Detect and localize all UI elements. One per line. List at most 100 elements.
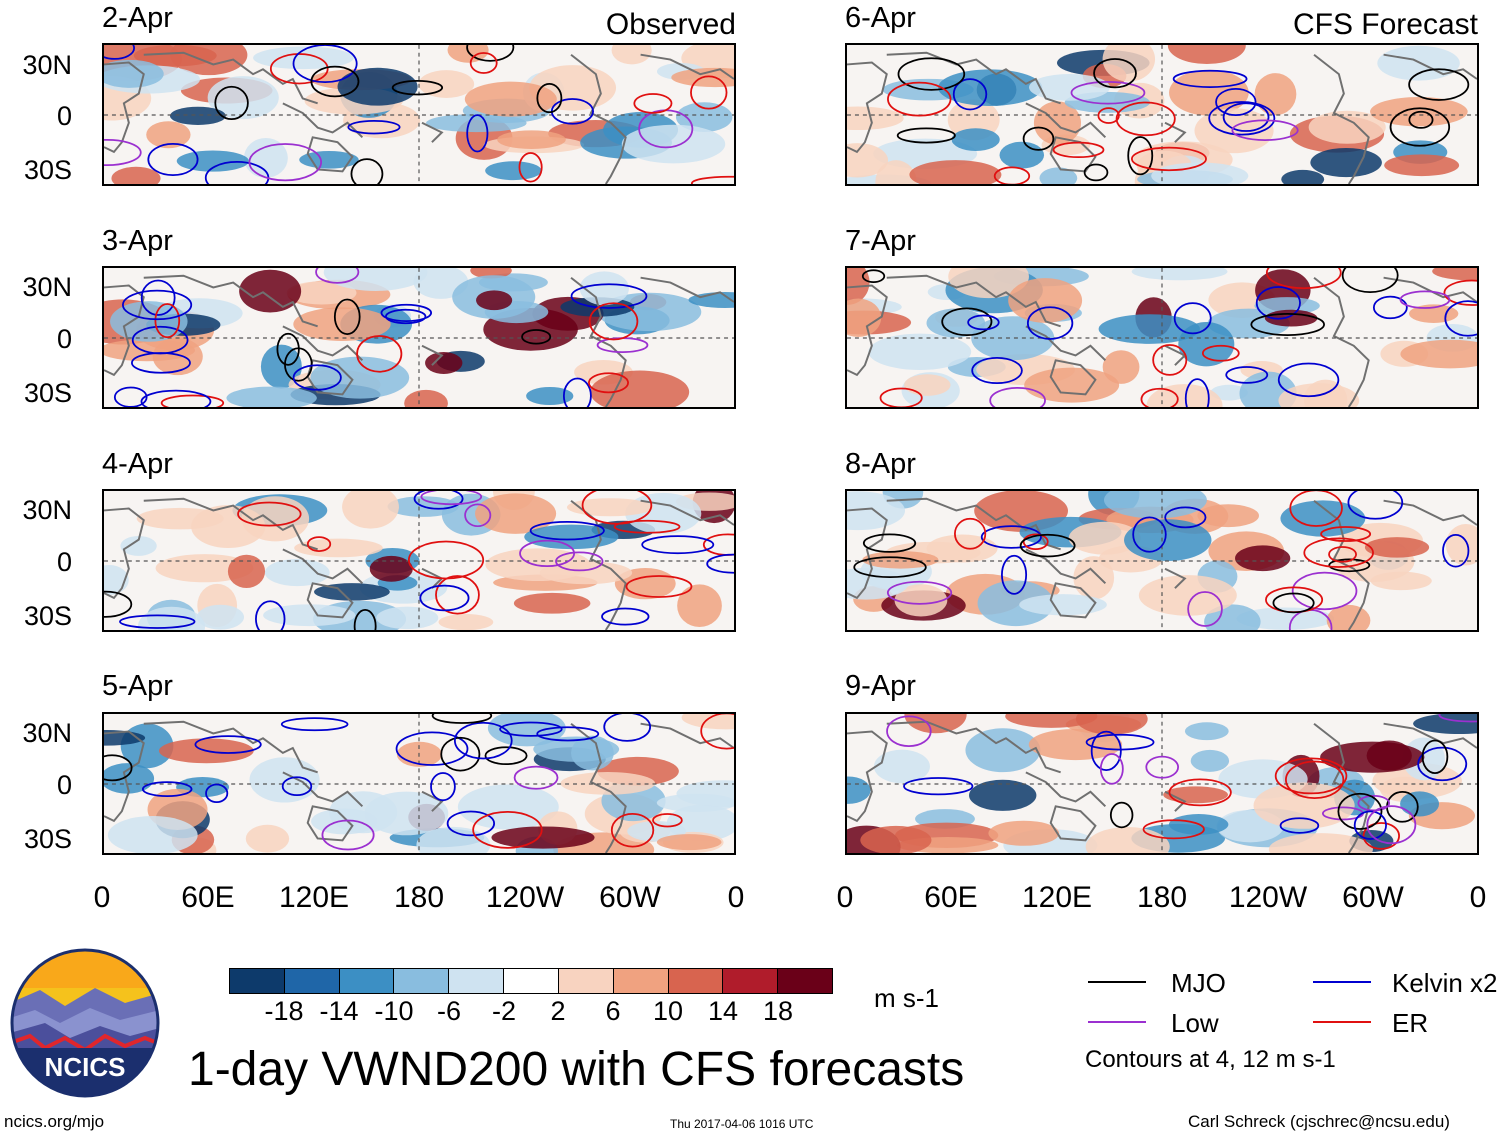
lon-label: 180 [1136, 881, 1188, 914]
wave-contour [453, 721, 513, 760]
coastline [421, 121, 444, 143]
anomaly-blob [104, 730, 146, 746]
coastline [1049, 805, 1097, 842]
legend-label-er: ER [1392, 1008, 1429, 1038]
wave-contour [464, 503, 492, 528]
colorbar-swatch [284, 969, 340, 993]
anomaly-blob [249, 757, 320, 803]
anomaly-blob [107, 815, 198, 853]
anomaly-blob [1384, 154, 1460, 177]
anomaly-blob [1236, 607, 1335, 630]
anomaly-blob [464, 81, 557, 117]
anomaly-blob [1019, 594, 1107, 616]
wave-contour [154, 303, 181, 339]
panel-date-label: 9-Apr [845, 670, 916, 702]
wave-contour [1099, 753, 1124, 785]
anomaly-blob [676, 780, 734, 808]
wave-contour [1115, 101, 1176, 137]
lon-label: 120E [278, 881, 350, 914]
lat-label: 30S [23, 378, 72, 408]
anomaly-blob [337, 67, 418, 106]
wave-contour [1052, 141, 1105, 159]
coastline [1025, 325, 1107, 362]
wave-contour [562, 377, 592, 407]
anomaly-blob [894, 584, 948, 617]
anomaly-blob [476, 290, 513, 311]
wave-contour [954, 517, 987, 550]
wave-contour [385, 308, 427, 325]
wave-contour [1341, 268, 1399, 293]
anomaly-blob [146, 121, 191, 149]
lon-label: 60W [1342, 881, 1404, 914]
wave-contour [1093, 58, 1137, 89]
lon-label: 120W [1228, 881, 1308, 914]
anomaly-blob [243, 138, 288, 178]
wave-contour [466, 114, 489, 153]
wave-contour [886, 715, 932, 747]
anomaly-blob [475, 493, 557, 534]
wave-contour [861, 269, 886, 283]
coastline [143, 497, 318, 551]
coastline [847, 61, 888, 154]
map-panel-forecast-9apr [845, 712, 1479, 855]
coastline [640, 276, 734, 303]
anomaly-blob [571, 735, 614, 771]
wave-contour [121, 289, 193, 321]
wave-contour [1289, 491, 1343, 527]
wave-contour [1090, 730, 1122, 771]
anomaly-blob [971, 316, 1055, 361]
wave-contour [1164, 506, 1207, 529]
wave-contour [281, 776, 313, 797]
wave-contour [440, 736, 481, 772]
anomaly-blob [526, 386, 574, 406]
map-field [104, 268, 734, 407]
anomaly-blob [1131, 268, 1228, 281]
wave-contour [431, 714, 493, 724]
wave-contour [276, 332, 300, 366]
anomaly-blob [376, 606, 439, 630]
footer-url[interactable]: ncics.org/mjo [4, 1112, 105, 1131]
wave-contour [897, 57, 966, 91]
coastline [1164, 121, 1187, 143]
coastline [1313, 53, 1370, 184]
coastline [282, 548, 364, 585]
colorbar-swatch [394, 969, 450, 993]
coastline [143, 274, 318, 328]
anomaly-blob [1445, 524, 1477, 566]
anomaly-blob [524, 524, 619, 550]
coastline [886, 720, 1061, 774]
colorbar-swatch [230, 969, 285, 993]
coastline [1383, 499, 1477, 526]
wave-contour [1215, 87, 1257, 116]
panel-date-label: 4-Apr [102, 448, 173, 480]
map-field [104, 714, 734, 853]
anomaly-blob [1167, 45, 1246, 65]
anomaly-blob [579, 271, 629, 306]
wave-contour [886, 580, 953, 605]
wave-contour [555, 551, 604, 572]
wave-contour [967, 314, 1000, 331]
wave-contour [1444, 300, 1477, 337]
wave-contour [147, 142, 199, 177]
wave-contour [1168, 778, 1232, 807]
wave-contour [1337, 792, 1383, 830]
map-panel-observed-4apr [102, 489, 736, 632]
wave-contour [1184, 378, 1210, 407]
wave-contour [413, 491, 464, 510]
anomaly-blob [1310, 147, 1382, 178]
colorbar-units: m s-1 [874, 983, 939, 1013]
wave-contour [1173, 302, 1212, 335]
wave-contour [353, 609, 377, 630]
anomaly-blob [110, 301, 188, 342]
map-panel-forecast-6apr [845, 43, 1479, 186]
coastline [1025, 548, 1107, 585]
anomaly-blob [1138, 575, 1237, 616]
lon-label: 0 [1469, 881, 1487, 914]
wave-contour [700, 714, 734, 750]
legend-line-er [1313, 1021, 1371, 1023]
anomaly-blob [104, 763, 155, 794]
map-panel-observed-3apr [102, 266, 736, 409]
anomaly-blob [621, 124, 726, 164]
wave-contour [1022, 533, 1049, 551]
wave-contour [941, 307, 993, 337]
